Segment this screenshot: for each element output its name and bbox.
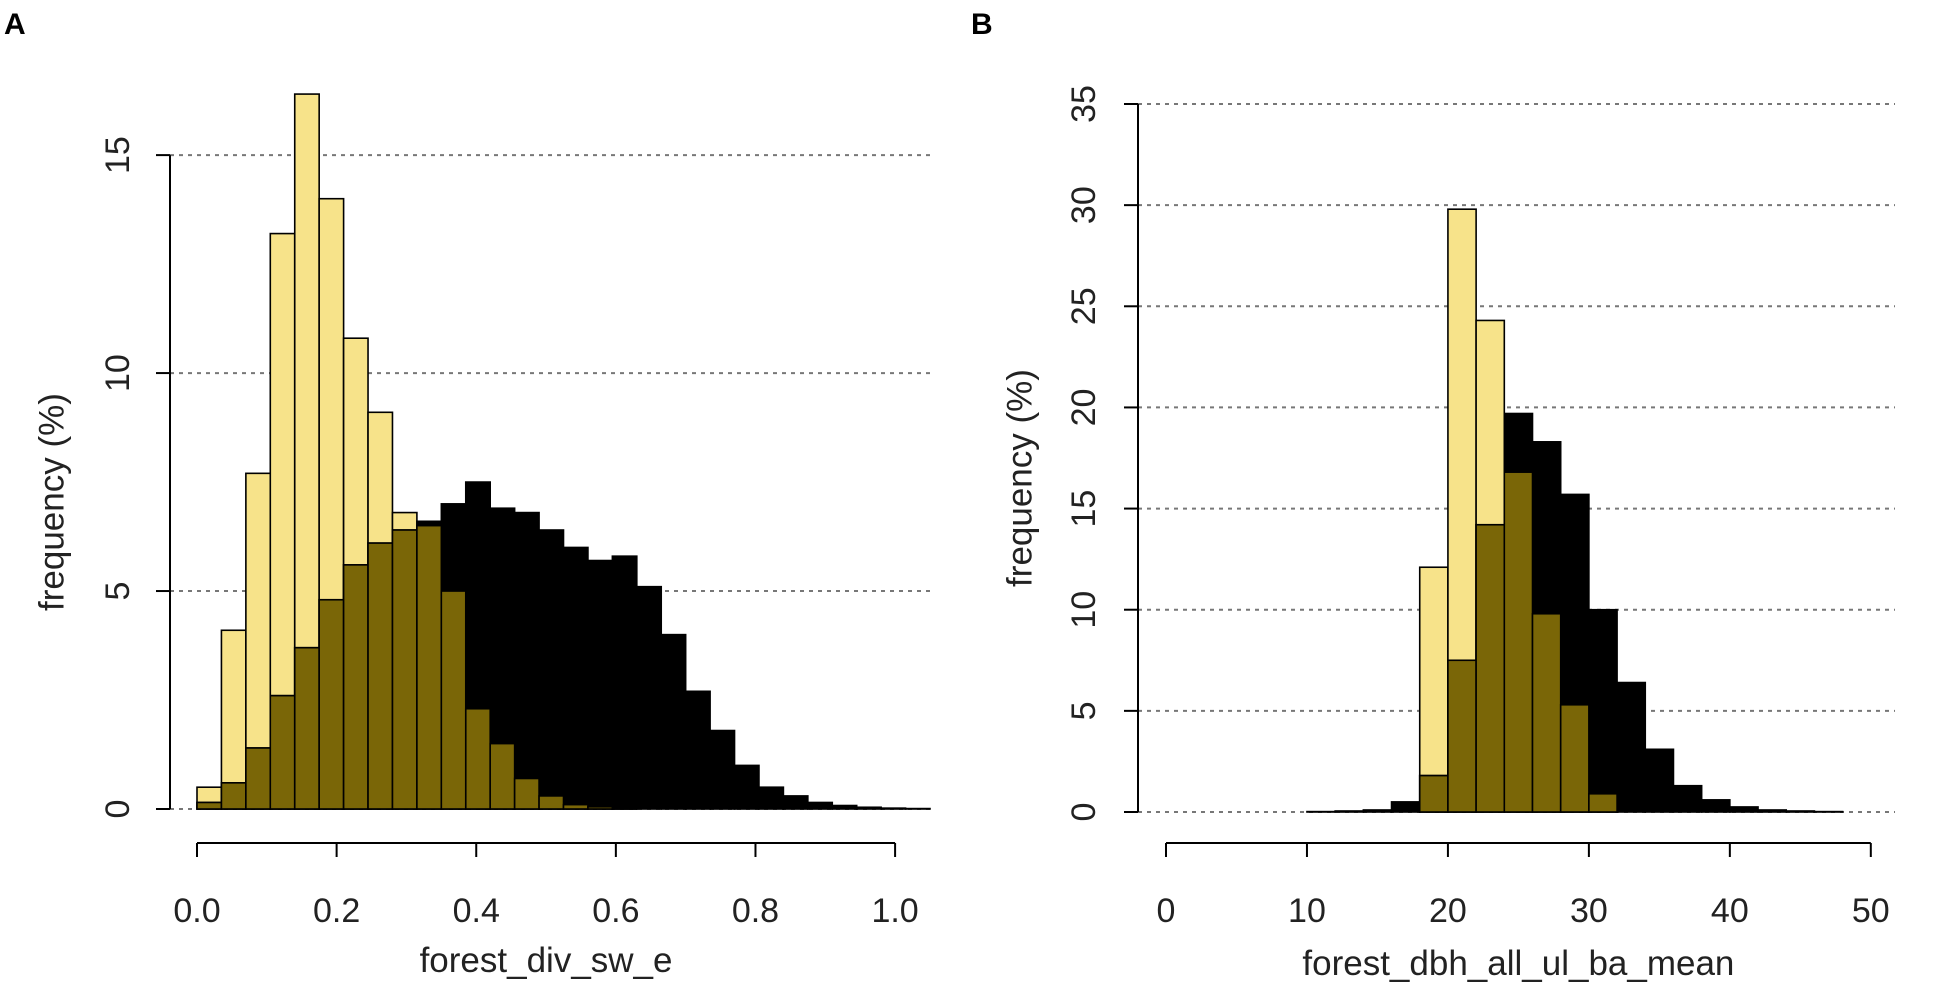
panel-a-bar-black: [635, 585, 663, 810]
panel-a-y-tick-label: 5: [99, 582, 137, 601]
panel-a-bar-overlap: [293, 646, 320, 810]
panel-a-x-tick-label: 0.2: [313, 892, 360, 930]
panel-b-y-axis-label: frequency (%): [1001, 369, 1040, 587]
panel-b-bar-black: [1644, 748, 1675, 813]
panel-a-bar-black: [880, 807, 907, 810]
panel-label-b: B: [971, 8, 993, 41]
panel-b-y-tick-label: 20: [1065, 389, 1103, 427]
panel-b-bar-black: [1672, 784, 1703, 813]
panel-a-bar-overlap: [269, 694, 296, 810]
panel-b-y-tick-label: 35: [1065, 85, 1103, 123]
panel-a-bar-overlap: [391, 529, 418, 810]
panel-a-bar-overlap: [464, 707, 491, 810]
panel-a-bar-black: [733, 764, 760, 810]
panel-a-x-tick-label: 0.0: [173, 892, 220, 930]
panel-label-a: A: [4, 8, 26, 41]
panel-b-x-tick-label: 0: [1157, 892, 1176, 930]
panel-a-bar-overlap: [342, 564, 369, 810]
panel-b-x-tick-label: 50: [1852, 892, 1890, 930]
panel-a-bar-black: [807, 801, 834, 810]
panel-a-bar-overlap: [562, 803, 589, 810]
panel-a-bar-black: [562, 546, 589, 810]
panel-b-bar-black: [1785, 810, 1816, 813]
chart-a: 0 5 10 15 frequency (%) 0.0 0.2 0.4 0.6 0.8 1.0 for…: [33, 93, 932, 980]
panel-a-y-axis-label: frequency (%): [33, 393, 72, 611]
panel-b-x-axis-label: forest_dbh_all_ul_ba_mean: [1302, 944, 1734, 983]
panel-b-bar-black: [1362, 809, 1393, 813]
panel-b-bar-overlap: [1447, 659, 1477, 813]
panel-b-bar-black: [1729, 806, 1759, 813]
panel-b-y-tick-label: 0: [1065, 803, 1103, 822]
panel-a-bar-overlap: [318, 598, 345, 810]
panel-b-bar-overlap: [1418, 774, 1449, 813]
panel-a-bar-black: [758, 786, 785, 810]
panel-b-bar-black: [1616, 681, 1647, 813]
panel-a-y-tick-label: 0: [99, 800, 137, 819]
panel-a-bar-black: [709, 729, 736, 810]
panel-b-x-tick-label: 40: [1711, 892, 1749, 930]
panel-b-bar-overlap: [1475, 523, 1506, 813]
panel-b-x-tick-label: 10: [1288, 892, 1326, 930]
panel-a-x-tick-label: 0.8: [732, 892, 779, 930]
panel-a-bar-overlap: [416, 524, 443, 810]
panel-b-x-tick-label: 30: [1570, 892, 1608, 930]
panel-a-bar-black: [587, 559, 614, 810]
panel-a-bar-black: [782, 795, 809, 810]
panel-a-x-axis-label: forest_div_sw_e: [420, 941, 673, 980]
panel-a-bar-overlap: [611, 807, 638, 810]
panel-b-bar-black: [1588, 608, 1618, 813]
panel-b-bar-black: [1757, 809, 1788, 813]
panel-b-y-tick-label: 30: [1065, 186, 1103, 224]
panel-a-bar-black: [660, 633, 687, 810]
panel-a-bar-overlap: [489, 742, 516, 810]
panel-b-bar-overlap: [1503, 471, 1534, 813]
panel-a-bar-black: [855, 806, 882, 810]
panel-a-bar-overlap: [220, 782, 247, 810]
panel-a-bar-overlap: [440, 590, 467, 810]
chart-b: 0 5 10 15 20 25 30 35 frequency (%) 0 10 20 30 40 50 fo…: [1001, 85, 1895, 983]
panel-b-bar-black: [1334, 810, 1365, 813]
panel-b-bar-overlap: [1531, 612, 1562, 813]
panel-a-bar-overlap: [513, 777, 540, 810]
panel-b-bar-overlap: [1559, 703, 1590, 813]
panel-a-bar-black: [831, 804, 858, 810]
panel-b-y-tick-label: 5: [1065, 701, 1103, 720]
panel-a-bar-black: [611, 555, 638, 810]
panel-a-bar-overlap: [196, 801, 223, 810]
panel-a-bar-black: [684, 690, 711, 810]
panel-b-y-tick-label: 10: [1065, 591, 1103, 629]
panel-a-x-tick-label: 1.0: [871, 892, 918, 930]
panel-a-bar-overlap: [538, 795, 565, 810]
panel-b-y-tick-label: 15: [1065, 490, 1103, 528]
panel-a-y-tick-label: 10: [99, 354, 137, 392]
panel-a-bar-overlap: [587, 806, 614, 810]
panel-b-bar-black: [1390, 801, 1421, 813]
panel-b-y-tick-label: 25: [1065, 287, 1103, 325]
panel-a-bar-black: [513, 511, 540, 810]
panel-a-bar-black: [538, 529, 565, 810]
panel-a-y-tick-label: 15: [99, 136, 137, 174]
panel-b-bar-black: [1700, 799, 1731, 813]
panel-a-bar-overlap: [245, 747, 272, 810]
panel-b-bar-overlap: [1588, 792, 1618, 813]
panel-a-bar-overlap: [367, 542, 394, 810]
panel-a-x-tick-label: 0.4: [453, 892, 500, 930]
panel-b-x-tick-label: 20: [1429, 892, 1467, 930]
panel-a-x-tick-label: 0.6: [592, 892, 639, 930]
